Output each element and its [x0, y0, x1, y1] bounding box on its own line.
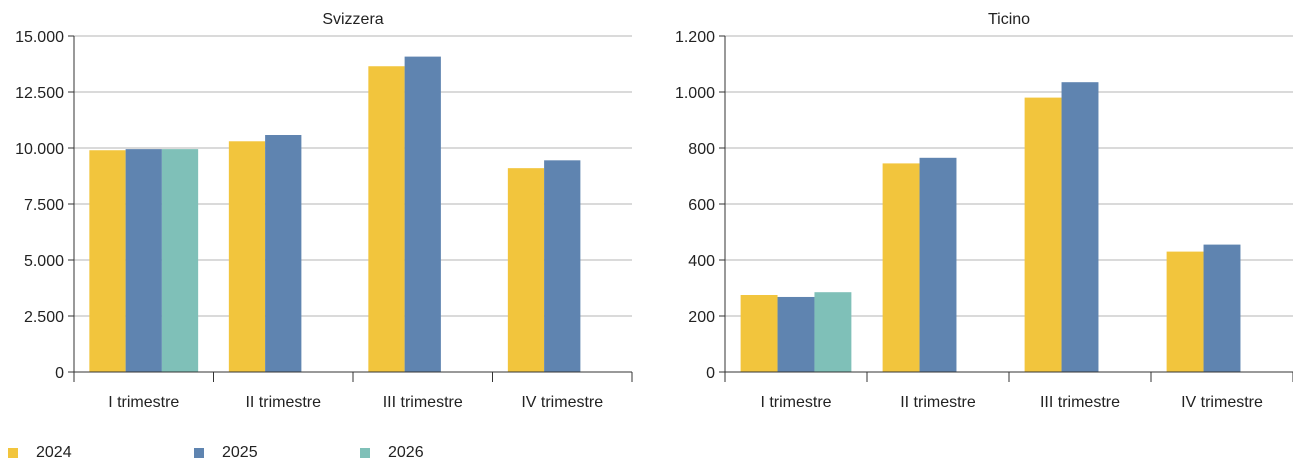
chart2-title: Ticino: [988, 11, 1030, 28]
chart2-bar-2025: [919, 157, 957, 372]
chart2-y-tick-label: 0: [706, 365, 715, 382]
chart2-y-tick-label: 1.200: [675, 29, 715, 46]
chart2-x-tick-label: II trimestre: [900, 394, 976, 411]
chart2-bar-2025: [1203, 244, 1241, 372]
legend-swatch-2026: [360, 448, 370, 458]
legend-item-2025: 2025: [194, 444, 258, 462]
legend-item-2026: 2026: [360, 444, 424, 462]
chart1-title: Svizzera: [322, 11, 383, 28]
chart1-x-tick-label: IV trimestre: [521, 394, 603, 411]
legend-label-2024: 2024: [36, 444, 72, 461]
chart2-y-tick-label: 200: [688, 309, 715, 326]
chart1-y-tick-label: 12.500: [15, 85, 64, 102]
charts-canvas: 0 2.500 5.000 7.500 10.000 12.500 15.000 Svizze…: [15, 11, 1293, 411]
chart2-x-tick-label: IV trimestre: [1181, 394, 1263, 411]
chart1-bar-2024: [368, 66, 405, 373]
legend-label-2025: 2025: [222, 444, 258, 461]
chart1-y-tick-label: 7.500: [24, 197, 64, 214]
chart2-bar-2024: [1024, 97, 1062, 372]
chart1-y-tick-label: 5.000: [24, 253, 64, 270]
legend-swatch-2024: [8, 448, 18, 458]
chart1-y-tick-label: 0: [55, 365, 64, 382]
chart2-y-tick-label: 400: [688, 253, 715, 270]
chart1-bar-2026: [161, 149, 199, 372]
chart2-bar-2024: [1166, 251, 1204, 372]
chart1-bar-2025: [265, 135, 302, 372]
chart2-y-tick-label: 1.000: [675, 85, 715, 102]
chart1-y-tick-label: 15.000: [15, 29, 64, 46]
chart1-x-tick-label: I trimestre: [108, 394, 179, 411]
legend-item-2024: 2024: [8, 444, 72, 462]
chart2-x-tick-label: III trimestre: [1040, 394, 1120, 411]
chart1-y-tick-label: 10.000: [15, 141, 64, 158]
chart1-x-tick-label: III trimestre: [383, 394, 463, 411]
chart1-bar-2025: [544, 160, 581, 372]
chart2-bar-2024: [882, 163, 920, 372]
chart2-x-tick-label: I trimestre: [760, 394, 831, 411]
chart2-bar-2024: [740, 295, 778, 372]
chart1-bar-2024: [228, 141, 266, 372]
chart2-y-tick-label: 800: [688, 141, 715, 158]
chart1-x-tick-label: II trimestre: [245, 394, 321, 411]
legend-swatch-2025: [194, 448, 204, 458]
chart1-bar-2025: [125, 149, 162, 372]
chart2-bar-2026: [814, 292, 852, 372]
chart2-y-tick-label: 600: [688, 197, 715, 214]
chart1-bar-2024: [89, 150, 126, 372]
chart2-bar-2025: [1061, 82, 1099, 372]
chart2-bar-2025: [777, 296, 815, 372]
chart1-y-tick-label: 2.500: [24, 309, 64, 326]
legend-label-2026: 2026: [388, 444, 424, 461]
chart1-bar-2025: [404, 56, 441, 372]
chart1-bar-2024: [507, 168, 545, 372]
legend: 2024 2025 2026: [8, 444, 608, 462]
